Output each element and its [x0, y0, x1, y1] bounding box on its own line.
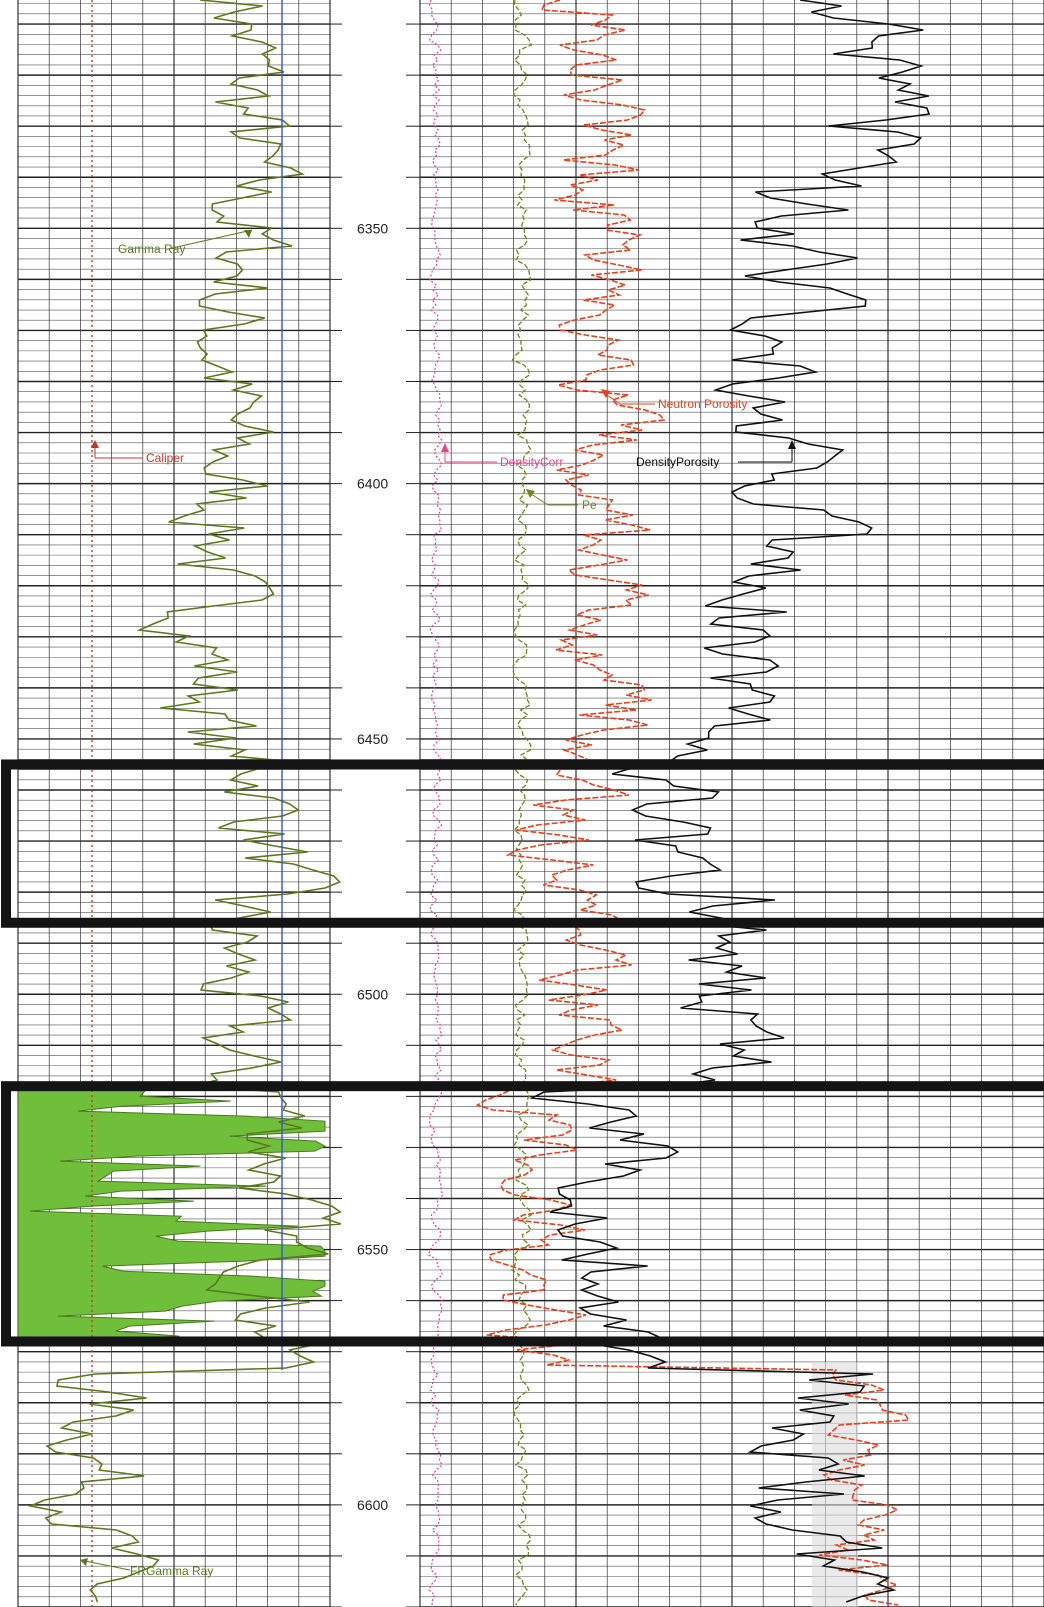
arrow-icon: [526, 489, 535, 498]
arrow-icon: [80, 1558, 88, 1566]
depth-label: 6550: [357, 1242, 388, 1258]
depth-label: 6600: [357, 1497, 388, 1513]
density-porosity-label: DensityPorosity: [636, 455, 719, 469]
curve-fills: [17, 1085, 858, 1607]
curve-labels: Gamma Ray Caliper FRGamma Ray DensityCor…: [79, 229, 796, 1578]
gamma-ray-pointer: [167, 229, 253, 250]
density-corr-label: DensityCorr: [500, 455, 563, 469]
caliper-label: Caliper: [146, 451, 184, 465]
arrow-icon: [601, 389, 610, 398]
arrow-icon: [91, 440, 99, 448]
arrow-icon: [244, 230, 252, 238]
arrow-icon: [788, 440, 796, 449]
fr-gamma-ray-pointer: [79, 1559, 131, 1571]
depth-label: 6500: [357, 986, 388, 1002]
highlight-box: [1, 759, 1044, 928]
log-curves: [27, 0, 931, 1607]
gamma-ray-shale-fill: [17, 1085, 327, 1342]
highlight-box: [1, 1081, 1044, 1347]
depth-label: 6450: [357, 731, 388, 747]
density-porosity-curve: [529, 0, 931, 1603]
depth-track: 6350 6400 6450 6500 6550 6600: [330, 23, 420, 1607]
pe-label: Pe: [582, 498, 597, 512]
highlight-boxes: [1, 759, 1044, 1347]
pe-curve: [511, 0, 533, 1606]
depth-label: 6400: [357, 476, 388, 492]
gamma-ray-label: Gamma Ray: [118, 242, 185, 256]
arrow-icon: [441, 443, 449, 452]
depth-label: 6350: [357, 220, 388, 236]
neutron-porosity-label: Neutron Porosity: [658, 397, 747, 411]
track-2-grid: [419, 0, 1044, 1607]
fr-gamma-ray-label: FRGamma Ray: [130, 1564, 213, 1578]
density-corr-curve: [427, 0, 444, 1606]
